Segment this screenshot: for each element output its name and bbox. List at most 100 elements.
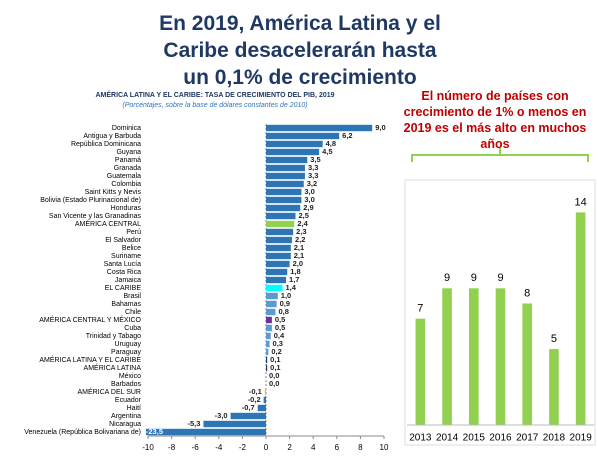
value-label: 0,2 (271, 347, 281, 356)
value-label: 3,0 (304, 187, 314, 196)
bar (522, 303, 533, 425)
bar (266, 308, 276, 316)
value-label: -0,7 (242, 403, 255, 412)
category-label: Perú (126, 229, 141, 236)
value-label: 3,3 (308, 171, 318, 180)
headline: En 2019, América Latina y el Caribe desa… (159, 12, 441, 89)
bar (146, 428, 266, 436)
category-label: Haití (127, 405, 141, 412)
category-label: AMÉRICA CENTRAL (75, 219, 141, 228)
x-tick-label: 2015 (463, 433, 486, 444)
x-tick-label: 8 (358, 443, 363, 452)
bar (257, 404, 266, 412)
category-label: AMÉRICA DEL SUR (77, 387, 141, 396)
value-label: 0,8 (278, 307, 288, 316)
category-label: Nicaragua (109, 421, 141, 428)
value-label: 3,0 (304, 195, 314, 204)
bar (266, 228, 294, 236)
category-label: Uruguay (115, 341, 142, 348)
bar (266, 316, 272, 324)
category-label: Suriname (111, 253, 141, 260)
category-label: Panamá (115, 157, 141, 164)
category-label: Trinidad y Tabago (86, 333, 141, 340)
category-label: Belice (122, 245, 141, 252)
value-label: 0,4 (274, 331, 285, 340)
value-label: -0,2 (248, 395, 261, 404)
category-label: EL CARIBE (105, 285, 142, 292)
value-label: 1,8 (290, 267, 300, 276)
x-tick-label: 2014 (436, 433, 459, 444)
value-label: 7 (417, 303, 423, 315)
bar (266, 236, 292, 244)
value-label: 0,5 (275, 315, 285, 324)
bracket (411, 154, 589, 162)
value-label: 5 (551, 333, 557, 345)
bar (266, 196, 302, 204)
x-tick-label: -10 (142, 443, 154, 452)
value-label: 3,5 (310, 155, 320, 164)
chart-frame (404, 179, 596, 446)
x-tick-label: -8 (168, 443, 176, 452)
category-label: Costa Rica (107, 269, 141, 276)
bar (263, 396, 266, 404)
bar (266, 164, 305, 172)
value-label: 14 (575, 196, 587, 208)
chart-title: AMÉRICA LATINA Y EL CARIBE: TASA DE CREC… (95, 90, 334, 99)
bar (415, 318, 426, 425)
value-label: 0,3 (273, 339, 283, 348)
chart-title: El número de países con crecimiento de 1… (403, 89, 587, 151)
bar (266, 220, 295, 228)
bar (468, 288, 479, 425)
category-label: Saint Kitts y Nevis (85, 189, 142, 196)
x-tick-label: 0 (264, 443, 269, 452)
bar (266, 188, 302, 196)
value-label: 2,4 (297, 219, 308, 228)
bar (266, 292, 278, 300)
value-label: 2,0 (293, 259, 303, 268)
x-tick-label: 2017 (516, 433, 539, 444)
bar (230, 412, 266, 420)
bar (266, 140, 323, 148)
x-tick-label: -6 (192, 443, 200, 452)
x-tick-label: 4 (311, 443, 316, 452)
value-label: 2,1 (294, 251, 304, 260)
value-label: 1,4 (286, 283, 297, 292)
category-label: Ecuador (115, 397, 142, 404)
value-label: 8 (524, 287, 530, 299)
value-label: 0,1 (270, 363, 280, 372)
x-tick-label: -2 (239, 443, 247, 452)
value-label: 0,5 (275, 323, 285, 332)
value-label: 4,5 (322, 147, 332, 156)
x-tick-label: 2018 (543, 433, 566, 444)
category-label: Cuba (124, 325, 141, 332)
category-label: Santa Lucía (104, 261, 141, 268)
value-label: -0,1 (249, 387, 262, 396)
value-label: 2,9 (303, 203, 313, 212)
x-tick-label: 2013 (409, 433, 432, 444)
category-label: Barbados (111, 381, 141, 388)
bar (575, 212, 586, 425)
bar (266, 172, 305, 180)
bar (266, 132, 340, 140)
value-label: -3,0 (215, 411, 228, 420)
value-label: 3,2 (307, 179, 317, 188)
bar (266, 148, 320, 156)
bar (266, 180, 304, 188)
bar (266, 276, 287, 284)
category-label: Guyana (116, 149, 141, 156)
bar (266, 300, 277, 308)
value-label: 2,3 (296, 227, 306, 236)
value-label: 2,5 (299, 211, 309, 220)
value-label: 1,7 (289, 275, 299, 284)
bar (266, 124, 373, 132)
category-label: Guatemala (107, 173, 141, 180)
category-label: AMÉRICA LATINA (84, 363, 142, 372)
value-label: 0,9 (280, 299, 290, 308)
x-tick-label: 2019 (570, 433, 593, 444)
chart-subtitle: (Porcentajes, sobre la base de dólares c… (122, 102, 307, 109)
value-label: 9 (471, 272, 477, 284)
bar (266, 212, 296, 220)
category-label: Paraguay (111, 349, 141, 356)
